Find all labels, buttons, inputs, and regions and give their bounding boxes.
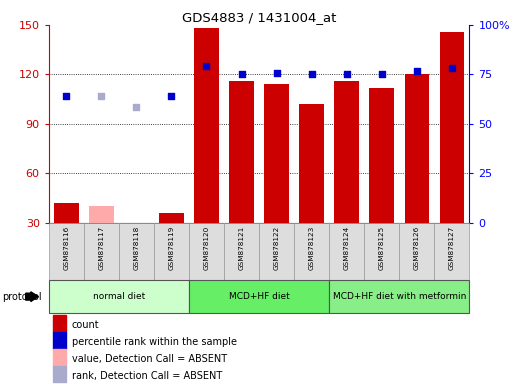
Point — [132, 104, 141, 111]
Text: GSM878127: GSM878127 — [449, 226, 455, 270]
Bar — [405, 74, 429, 223]
Point — [343, 71, 351, 78]
Text: GSM878126: GSM878126 — [414, 226, 420, 270]
Text: normal diet: normal diet — [93, 292, 145, 301]
Text: GSM878118: GSM878118 — [133, 226, 140, 270]
Text: count: count — [72, 320, 100, 330]
Bar — [440, 31, 464, 223]
Point — [167, 93, 175, 99]
Bar — [89, 206, 113, 223]
Bar — [53, 332, 66, 349]
Text: value, Detection Call = ABSENT: value, Detection Call = ABSENT — [72, 354, 227, 364]
Bar — [189, 280, 329, 313]
Bar — [53, 366, 66, 382]
Bar — [53, 315, 66, 332]
Bar — [329, 280, 469, 313]
Bar — [229, 81, 254, 223]
Text: GSM878120: GSM878120 — [204, 226, 209, 270]
Text: MCD+HF diet: MCD+HF diet — [229, 292, 289, 301]
Bar — [294, 223, 329, 280]
Point — [62, 93, 70, 99]
Bar — [264, 84, 289, 223]
Bar — [334, 81, 359, 223]
Bar — [194, 28, 219, 223]
Bar — [53, 349, 66, 366]
Text: GSM878116: GSM878116 — [63, 226, 69, 270]
Bar — [154, 223, 189, 280]
Point — [307, 71, 315, 78]
Point — [97, 93, 105, 99]
Point — [448, 65, 456, 71]
Bar — [54, 203, 78, 223]
Point — [412, 68, 421, 74]
Bar — [300, 104, 324, 223]
Point — [202, 63, 210, 69]
Bar — [369, 88, 394, 223]
Point — [272, 70, 281, 76]
Text: rank, Detection Call = ABSENT: rank, Detection Call = ABSENT — [72, 371, 222, 381]
Bar — [49, 223, 84, 280]
Point — [238, 71, 246, 78]
Bar — [84, 223, 119, 280]
Text: percentile rank within the sample: percentile rank within the sample — [72, 337, 237, 347]
Text: GSM878123: GSM878123 — [309, 226, 314, 270]
Bar — [329, 223, 364, 280]
Text: protocol: protocol — [3, 291, 42, 302]
Bar — [119, 223, 154, 280]
Point — [378, 71, 386, 78]
Text: GSM878125: GSM878125 — [379, 226, 385, 270]
Bar — [49, 280, 189, 313]
Bar — [399, 223, 435, 280]
Title: GDS4883 / 1431004_at: GDS4883 / 1431004_at — [182, 11, 336, 24]
Bar — [259, 223, 294, 280]
Bar — [159, 213, 184, 223]
Text: GSM878119: GSM878119 — [168, 226, 174, 270]
Bar — [124, 223, 149, 236]
Text: GSM878121: GSM878121 — [239, 226, 245, 270]
Bar — [364, 223, 399, 280]
Text: GSM878117: GSM878117 — [98, 226, 104, 270]
Text: GSM878122: GSM878122 — [273, 226, 280, 270]
Bar — [435, 223, 469, 280]
Text: GSM878124: GSM878124 — [344, 226, 350, 270]
Text: MCD+HF diet with metformin: MCD+HF diet with metformin — [332, 292, 466, 301]
Bar — [189, 223, 224, 280]
Bar — [224, 223, 259, 280]
